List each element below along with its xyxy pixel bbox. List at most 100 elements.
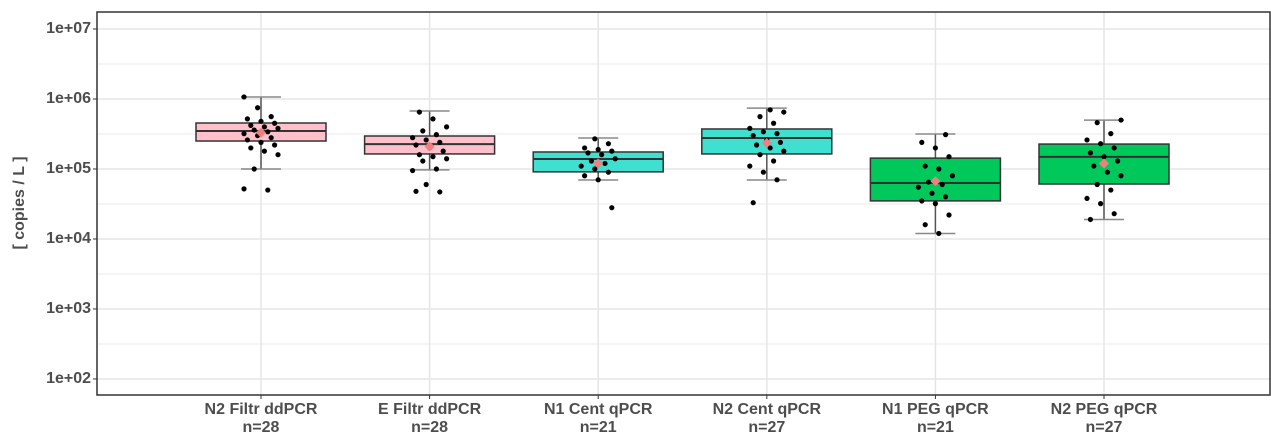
data-point bbox=[929, 190, 935, 196]
data-point bbox=[410, 135, 416, 141]
data-point bbox=[1115, 158, 1121, 164]
data-point bbox=[1101, 154, 1107, 160]
data-point bbox=[595, 177, 601, 183]
data-point bbox=[413, 188, 419, 194]
x-tick-label: N2 Filtr ddPCR bbox=[205, 401, 318, 418]
data-point bbox=[248, 122, 254, 128]
mean-marker bbox=[1099, 158, 1109, 169]
data-point bbox=[437, 189, 443, 195]
data-point bbox=[265, 187, 271, 193]
data-point bbox=[943, 132, 949, 138]
sample-size-label: n=27 bbox=[748, 419, 785, 436]
data-point bbox=[268, 135, 274, 141]
sample-size-label: n=28 bbox=[411, 419, 448, 436]
data-point bbox=[1111, 211, 1117, 217]
data-point bbox=[777, 139, 784, 145]
data-point bbox=[416, 152, 422, 158]
mean-marker bbox=[256, 127, 266, 138]
data-point bbox=[932, 201, 939, 207]
data-point bbox=[949, 173, 956, 179]
sample-size-label: n=21 bbox=[917, 419, 954, 436]
x-tick-label: N1 Cent qPCR bbox=[544, 401, 653, 418]
data-point bbox=[602, 160, 608, 167]
data-point bbox=[582, 145, 588, 151]
data-point bbox=[420, 128, 426, 134]
data-point bbox=[1104, 169, 1110, 175]
y-tick-label: 1e+02 bbox=[46, 370, 91, 387]
data-point bbox=[416, 109, 422, 115]
data-point bbox=[423, 181, 429, 188]
data-point bbox=[1094, 181, 1100, 188]
data-point bbox=[760, 129, 767, 135]
data-point bbox=[272, 142, 278, 148]
data-point bbox=[261, 148, 267, 154]
sample-size-label: n=27 bbox=[1086, 419, 1123, 436]
data-point bbox=[444, 156, 450, 162]
data-point bbox=[774, 177, 780, 183]
data-point bbox=[423, 137, 429, 143]
data-point bbox=[750, 200, 756, 206]
data-point bbox=[275, 125, 281, 132]
data-point bbox=[1091, 163, 1097, 169]
data-point bbox=[1111, 145, 1117, 151]
data-point bbox=[275, 152, 281, 158]
data-point bbox=[932, 145, 939, 151]
data-point bbox=[420, 158, 426, 164]
data-point bbox=[595, 146, 601, 153]
data-point bbox=[771, 120, 777, 126]
data-point bbox=[244, 116, 250, 122]
x-tick-label: N1 PEG qPCR bbox=[882, 401, 989, 418]
data-point bbox=[1118, 173, 1124, 179]
data-point bbox=[1118, 117, 1124, 123]
data-point bbox=[430, 154, 436, 160]
data-point bbox=[258, 118, 264, 124]
data-point bbox=[268, 114, 274, 120]
data-point bbox=[612, 156, 618, 162]
data-point bbox=[248, 145, 254, 151]
data-point bbox=[430, 116, 436, 122]
data-point bbox=[757, 152, 763, 158]
data-point bbox=[578, 163, 584, 169]
data-point bbox=[767, 107, 773, 113]
data-point bbox=[251, 127, 257, 133]
data-point bbox=[771, 158, 777, 164]
data-point bbox=[936, 166, 942, 172]
mean-marker bbox=[424, 141, 435, 152]
data-point bbox=[605, 141, 612, 147]
data-point bbox=[946, 154, 952, 160]
data-point bbox=[936, 230, 942, 237]
data-point bbox=[261, 124, 267, 130]
data-point bbox=[251, 166, 257, 172]
data-point bbox=[774, 131, 780, 137]
data-point bbox=[781, 109, 787, 115]
data-point bbox=[922, 222, 928, 228]
x-tick-label: N2 PEG qPCR bbox=[1051, 401, 1158, 418]
data-point bbox=[410, 167, 416, 174]
data-point bbox=[750, 132, 756, 139]
data-point bbox=[1098, 141, 1104, 147]
data-point bbox=[922, 163, 928, 169]
data-point bbox=[413, 142, 419, 148]
data-point bbox=[767, 145, 773, 151]
data-point bbox=[781, 148, 787, 154]
data-point bbox=[440, 148, 446, 154]
data-point bbox=[599, 152, 605, 158]
data-point bbox=[265, 129, 271, 135]
data-point bbox=[592, 136, 598, 142]
data-point bbox=[1084, 195, 1090, 202]
mean-marker bbox=[930, 176, 941, 187]
data-point bbox=[605, 169, 612, 175]
data-point bbox=[926, 179, 932, 185]
data-point bbox=[1108, 131, 1114, 137]
data-point bbox=[592, 166, 598, 172]
x-tick-label: N2 Cent qPCR bbox=[713, 401, 822, 418]
data-point bbox=[757, 114, 763, 120]
y-axis-label: [ copies / L ] bbox=[11, 156, 28, 249]
data-point bbox=[1098, 201, 1104, 207]
data-point bbox=[241, 94, 247, 100]
data-point bbox=[585, 150, 591, 156]
data-point bbox=[760, 169, 767, 175]
data-point bbox=[1084, 137, 1090, 143]
